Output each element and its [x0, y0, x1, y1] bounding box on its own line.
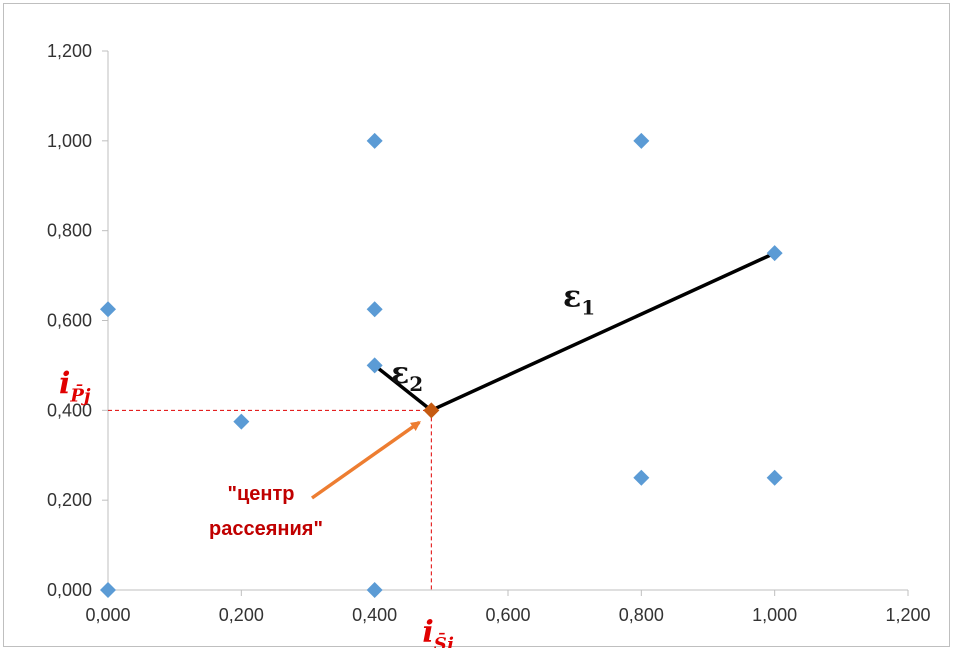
- annotation-arrow: [310, 420, 421, 500]
- distance-lines: [373, 251, 776, 412]
- data-point: [766, 469, 783, 486]
- y-center-label: iP̄j: [59, 366, 91, 406]
- data-points: [100, 132, 783, 598]
- distance-line-1: [430, 251, 776, 412]
- distance-line-2: [373, 364, 433, 412]
- data-point: [366, 132, 383, 149]
- y-tick-label: 1,200: [47, 41, 92, 61]
- chart-frame: 0,000 0,200 0,400 0,600 0,800 1,000 1,200 0,00…: [3, 3, 950, 648]
- data-point: [100, 301, 116, 318]
- y-tick-label: 1,000: [47, 131, 92, 151]
- y-tick-label: 0,000: [47, 580, 92, 600]
- data-point: [366, 357, 383, 374]
- y-tick-label: 0,600: [47, 311, 92, 331]
- annotation-line-1: "центр: [228, 483, 295, 505]
- epsilon-1-label: ε1: [563, 280, 595, 320]
- data-point: [100, 582, 116, 598]
- data-point: [633, 132, 650, 149]
- y-tick-label: 0,200: [47, 490, 92, 510]
- center-point: [423, 402, 440, 419]
- x-tick-label: 0,800: [619, 605, 664, 625]
- x-tick-label: 1,200: [885, 605, 930, 625]
- data-point: [233, 413, 250, 430]
- x-tick-label: 0,400: [352, 605, 397, 625]
- data-point: [366, 301, 383, 318]
- y-tick-label: 0,400: [47, 400, 92, 420]
- center-annotation: "центр рассеяния": [209, 420, 421, 540]
- axes: 0,000 0,200 0,400 0,600 0,800 1,000 1,200 0,00…: [47, 41, 931, 625]
- data-point: [366, 582, 383, 598]
- x-tick-label: 0,600: [485, 605, 530, 625]
- x-tick-label: 0,200: [219, 605, 264, 625]
- epsilon-2-label: ε2: [391, 356, 423, 396]
- center-guide-lines: [108, 409, 432, 590]
- scatter-chart: 0,000 0,200 0,400 0,600 0,800 1,000 1,200 0,00…: [47, 41, 931, 648]
- y-tick-label: 0,800: [47, 221, 92, 241]
- x-tick-label: 1,000: [752, 605, 797, 625]
- annotation-line-2: рассеяния": [209, 518, 323, 540]
- x-tick-labels: 0,000 0,200 0,400 0,600 0,800 1,000 1,200: [85, 590, 931, 625]
- data-point: [633, 469, 650, 486]
- x-tick-label: 0,000: [85, 605, 130, 625]
- x-center-label: iS̄j: [422, 615, 453, 648]
- data-point: [766, 245, 783, 262]
- y-tick-labels: 0,000 0,200 0,400 0,600 0,800 1,000 1,200: [47, 41, 108, 600]
